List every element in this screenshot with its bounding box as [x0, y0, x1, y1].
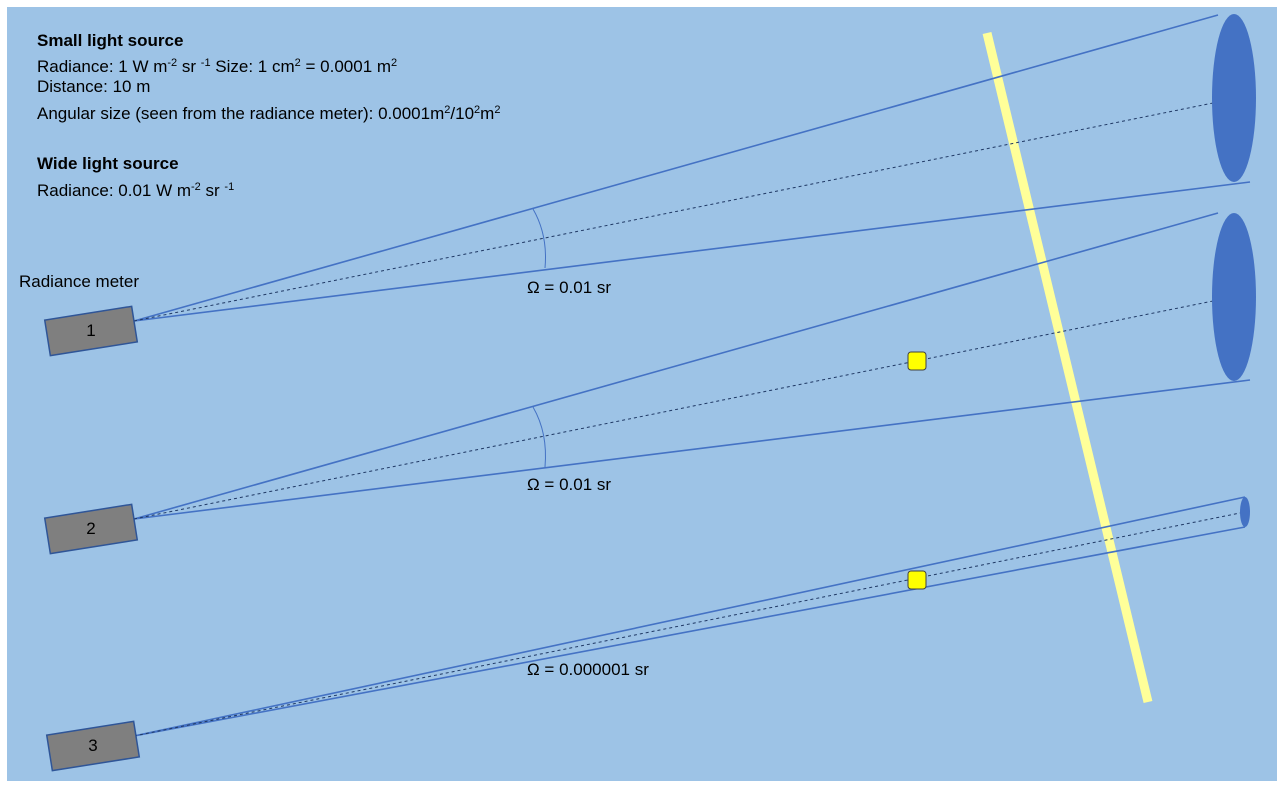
wide-source-radiance-exp1: -2 [191, 181, 201, 193]
small-source-title: Small light source [37, 31, 183, 51]
small-source-radiance-exp2: -1 [200, 57, 211, 69]
beam-3-axis [133, 511, 1246, 737]
radiance-meter-caption: Radiance meter [19, 272, 140, 291]
wide-source-radiance-exp2: -1 [224, 181, 235, 193]
beam-1-angle-arc [532, 208, 546, 269]
beam-2-axis [133, 300, 1214, 520]
beam-3 [133, 496, 1250, 737]
small-source-radiance-mid: sr [177, 57, 201, 76]
small-source-radiance: Radiance: 1 W m-2 sr -1 Size: 1 cm2 = 0.… [37, 53, 397, 77]
small-source-radiance-exp4: 2 [391, 57, 398, 69]
meter-3-label: 3 [88, 736, 98, 755]
beam-2 [133, 212, 1256, 520]
omega-label-1: Ω = 0.01 sr [527, 278, 612, 297]
small-source-angular-size: Angular size (seen from the radiance met… [37, 100, 500, 124]
small-light-source-3 [907, 570, 927, 590]
meter-2-label: 2 [86, 519, 96, 538]
beam-1-end-ellipse [1212, 14, 1256, 182]
beam-1-lower-edge [133, 181, 1251, 322]
small-source-radiance-tail: = 0.0001 m [300, 57, 392, 76]
diagram-background [7, 7, 1277, 781]
beam-2-end-ellipse [1212, 213, 1256, 381]
beam-1-upper-edge [133, 14, 1219, 322]
omega-label-2: Ω = 0.01 sr [527, 475, 612, 494]
angular-prefix: Angular size (seen from the radiance met… [37, 104, 445, 123]
angular-exp3: 2 [494, 104, 501, 116]
angular-exp1: 2 [444, 104, 451, 116]
beam-3-upper-edge [133, 496, 1246, 737]
beam-2-upper-edge [133, 212, 1219, 520]
small-source-radiance-exp3: 2 [294, 57, 301, 69]
small-source-radiance-suffix: Size: 1 cm [210, 57, 295, 76]
small-source-title-text: Small light source [37, 31, 184, 50]
radiance-meter-1 [43, 305, 139, 357]
wide-source-radiance-prefix: Radiance: 0.01 W m [37, 181, 192, 200]
beam-2-lower-edge [133, 379, 1251, 520]
small-light-source-2 [907, 351, 927, 371]
angular-mid2: m [480, 104, 495, 123]
small-source-radiance-prefix: Radiance: 1 W m [37, 57, 168, 76]
angular-exp2: 2 [474, 104, 481, 116]
omega-label-3: Ω = 0.000001 sr [527, 660, 649, 679]
wide-source-radiance-mid: sr [200, 181, 225, 200]
wide-source-title: Wide light source [37, 154, 179, 174]
radiance-meter-3 [45, 720, 141, 772]
wide-source-radiance: Radiance: 0.01 W m-2 sr -1 [37, 177, 234, 201]
small-source-radiance-exp1: -2 [167, 57, 178, 69]
angular-mid: /10 [450, 104, 475, 123]
wide-source-title-text: Wide light source [37, 154, 179, 173]
radiance-meter-2 [43, 503, 139, 555]
beam-3-end-ellipse [1240, 497, 1250, 527]
beam-3-lower-edge [133, 526, 1246, 737]
wide-light-source-strip [982, 31, 1153, 704]
beam-2-angle-arc [532, 406, 546, 468]
beam-1 [133, 14, 1256, 322]
meter-1-label: 1 [86, 321, 96, 340]
small-source-distance: Distance: 10 m [37, 77, 151, 96]
